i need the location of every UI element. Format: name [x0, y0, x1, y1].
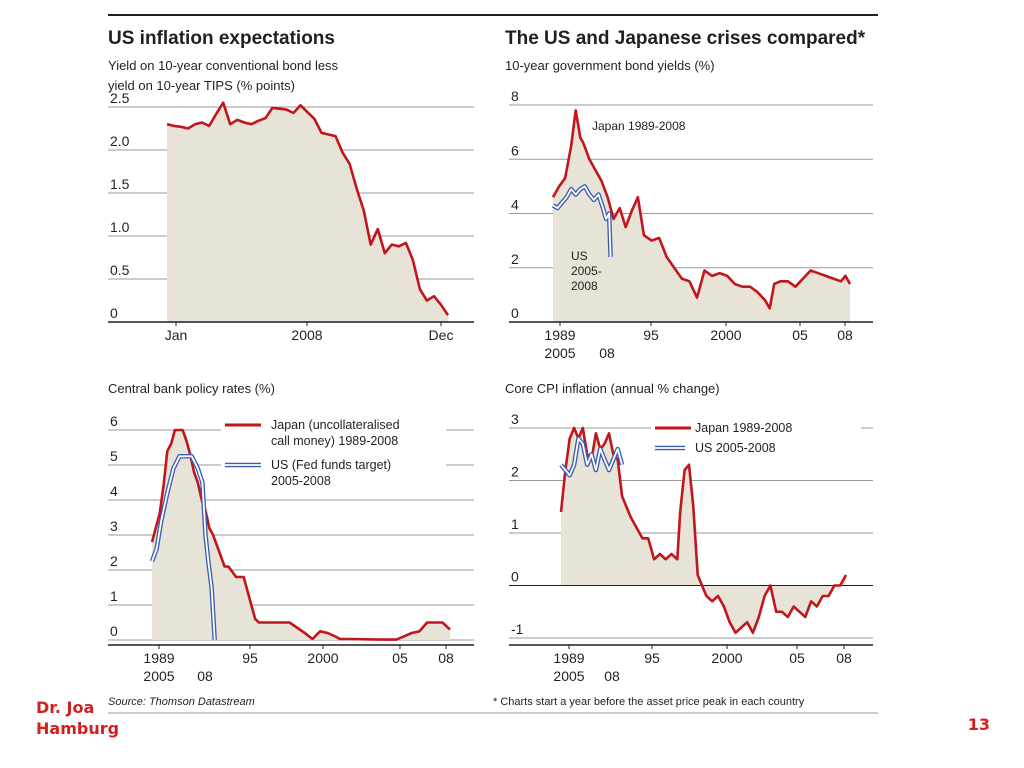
japan-series-line	[551, 109, 852, 310]
legend-label-japan-2: call money) 1989-2008	[271, 434, 398, 448]
us-label: US	[571, 249, 588, 263]
x-tick-label-us: 2005	[544, 345, 575, 361]
y-tick-label: 1.5	[110, 176, 130, 192]
legend-label-us-2: 2005-2008	[271, 474, 331, 488]
legend-label-japan: Japan 1989-2008	[695, 421, 792, 435]
chart-panel-3: Central bank policy rates (%) 6 5 4 3 2 1 0 1989…	[108, 381, 474, 684]
x-tick-label: 2000	[711, 650, 742, 666]
area-fill	[553, 110, 850, 323]
y-tick-label: 3	[110, 518, 118, 534]
chart-panel-4: Core CPI inflation (annual % change) 3 2 1 0…	[505, 381, 873, 684]
x-tick-label: 1989	[143, 650, 174, 666]
area-fill	[561, 428, 846, 633]
x-tick-label: 95	[643, 327, 659, 343]
chart-title: The US and Japanese crises compared*	[505, 28, 866, 49]
y-tick-label: 2.5	[110, 90, 130, 106]
x-tick-label: 2000	[710, 327, 741, 343]
japan-series-line	[166, 101, 450, 316]
y-tick-label: 6	[110, 413, 118, 429]
y-tick-label: 4	[110, 483, 118, 499]
y-tick-label: 3	[511, 411, 519, 427]
y-tick-label: 0	[110, 623, 118, 639]
area-fill	[152, 430, 450, 640]
y-tick-label: 0	[110, 305, 118, 321]
japan-label: Japan 1989-2008	[592, 119, 686, 133]
x-tick-label-us: 08	[599, 345, 615, 361]
x-tick-label: 95	[242, 650, 258, 666]
x-tick-label: 1989	[553, 650, 584, 666]
chart-subtitle: yield on 10-year TIPS (% points)	[108, 78, 295, 93]
y-tick-label: 2.0	[110, 133, 130, 149]
page-number: 13	[967, 715, 990, 734]
x-tick-label: 08	[438, 650, 454, 666]
x-tick-label: 05	[789, 650, 805, 666]
us-label-years-end: 2008	[571, 279, 598, 293]
x-tick-label: 08	[837, 327, 853, 343]
x-tick-label-us: 2005	[143, 668, 174, 684]
chart-title: US inflation expectations	[108, 28, 335, 49]
x-tick-label: 2000	[307, 650, 338, 666]
chart-subtitle: Central bank policy rates (%)	[108, 381, 275, 396]
y-tick-label: 4	[511, 197, 519, 213]
x-tick-label: Dec	[429, 327, 454, 343]
footer-author: Dr. Joa Hamburg	[36, 697, 119, 739]
x-tick-label-us: 08	[604, 668, 620, 684]
y-tick-label: 2	[110, 553, 118, 569]
x-tick-label-us: 2005	[553, 668, 584, 684]
y-tick-label: -1	[511, 621, 524, 637]
y-tick-label: 1.0	[110, 219, 130, 235]
chart-panel-1: US inflation expectations Yield on 10-yea…	[108, 28, 474, 343]
y-tick-label: 0.5	[110, 262, 130, 278]
x-tick-label: 1989	[544, 327, 575, 343]
y-tick-label: 0	[511, 305, 519, 321]
x-tick-label: Jan	[165, 327, 188, 343]
source-note: Source: Thomson Datastream	[108, 696, 255, 708]
y-tick-label: 1	[511, 516, 519, 532]
japan-series-line	[150, 428, 451, 641]
us-series-line-inner	[560, 437, 623, 477]
y-tick-label: 0	[511, 569, 519, 585]
legend-label-us: US 2005-2008	[695, 441, 776, 455]
x-tick-label: 08	[836, 650, 852, 666]
y-tick-label: 5	[110, 448, 118, 464]
y-tick-label: 2	[511, 251, 519, 267]
chart-subtitle: Core CPI inflation (annual % change)	[505, 381, 720, 396]
x-tick-label: 95	[644, 650, 660, 666]
us-series-line-inner	[151, 455, 216, 641]
y-tick-label: 2	[511, 464, 519, 480]
legend-label-japan: Japan (uncollateralised	[271, 418, 400, 432]
chart-subtitle: 10-year government bond yields (%)	[505, 58, 715, 73]
us-label-years: 2005-	[571, 264, 602, 278]
y-tick-label: 1	[110, 588, 118, 604]
area-fill	[167, 102, 448, 322]
footnote: * Charts start a year before the asset p…	[493, 696, 805, 708]
x-tick-label-us: 08	[197, 668, 213, 684]
legend-label-us: US (Fed funds target)	[271, 458, 391, 472]
chart-subtitle: Yield on 10-year conventional bond less	[108, 58, 339, 73]
y-tick-label: 8	[511, 88, 519, 104]
chart-panel-2: The US and Japanese crises compared* 10-y…	[505, 28, 873, 361]
x-tick-label: 2008	[291, 327, 322, 343]
us-series-line-inner	[552, 185, 612, 257]
footer-author-line2: Hamburg	[36, 719, 120, 738]
footer-author-line1: Dr. Joa	[36, 698, 95, 717]
legend-background	[651, 416, 861, 461]
x-tick-label: 05	[792, 327, 808, 343]
x-tick-label: 05	[392, 650, 408, 666]
y-tick-label: 6	[511, 142, 519, 158]
